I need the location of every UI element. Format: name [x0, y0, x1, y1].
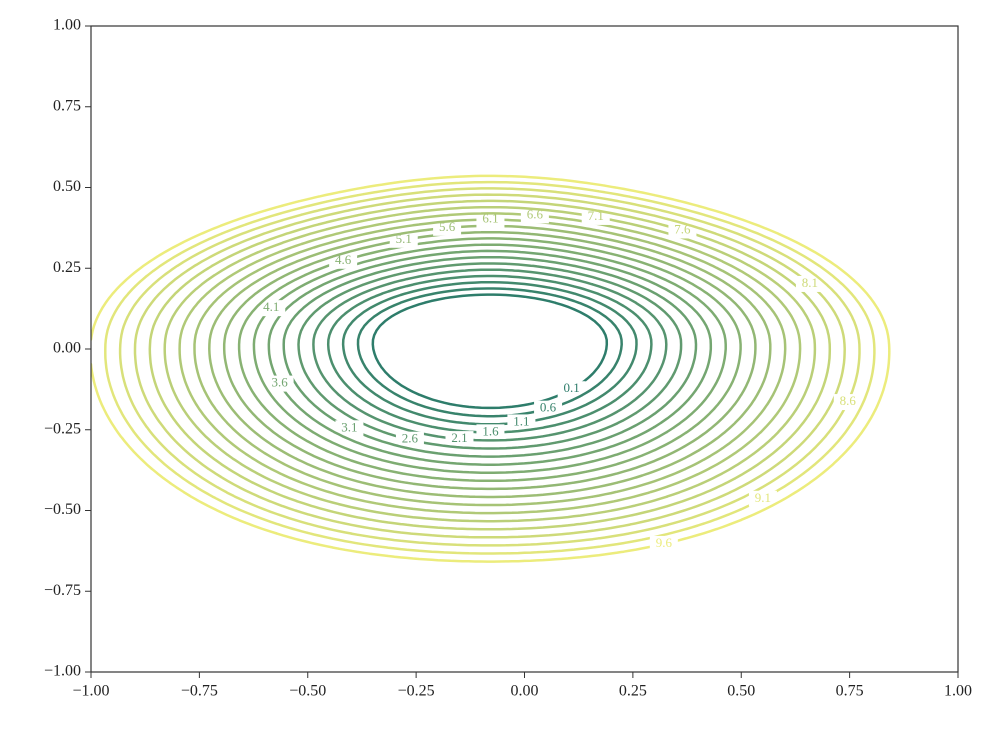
label-bg — [520, 207, 549, 224]
x-tick-label: −1.00 — [72, 683, 109, 700]
contour-label: 8.6 — [840, 393, 857, 408]
label-bg — [395, 431, 424, 448]
contour-label: 1.6 — [482, 423, 499, 438]
x-tick-label: 0.00 — [511, 683, 539, 700]
plot-frame — [90, 25, 959, 673]
contour-label: 9.6 — [656, 535, 673, 550]
contour-line — [371, 293, 609, 410]
contour-line — [341, 280, 638, 426]
label-bg — [476, 211, 505, 228]
contour-label: 1.1 — [513, 413, 529, 428]
label-bg — [445, 431, 474, 448]
x-tick-label: −0.50 — [289, 683, 326, 700]
label-bg — [748, 490, 777, 507]
label-bg — [389, 231, 418, 248]
label-bg — [335, 420, 364, 437]
contours: 0.10.61.11.62.12.63.13.64.14.65.15.66.1 6… — [91, 174, 891, 563]
contour-line — [208, 224, 772, 499]
contour-line — [104, 180, 876, 555]
contour-label: 4.1 — [263, 299, 279, 314]
label-bg — [265, 375, 294, 392]
contour-label: 2.1 — [451, 430, 467, 445]
y-tick-label: −1.00 — [44, 663, 81, 680]
contour-line — [178, 212, 802, 515]
y-tick-label: −0.50 — [44, 501, 81, 518]
contour-label: 3.6 — [271, 375, 288, 390]
contour-line — [312, 268, 668, 442]
contour-line — [252, 243, 727, 474]
contour-label: 0.6 — [540, 400, 557, 415]
x-tick-label: −0.75 — [181, 683, 218, 700]
x-tick-label: 0.75 — [836, 683, 864, 700]
contour-label: 2.6 — [402, 431, 419, 446]
contour-label: 0.1 — [564, 380, 580, 395]
x-tick-label: 0.50 — [727, 683, 755, 700]
label-bg — [257, 300, 286, 317]
contour-line — [297, 262, 683, 450]
y-tick-label: −0.75 — [44, 582, 81, 599]
contour-line — [163, 205, 817, 523]
label-bg — [557, 381, 586, 398]
label-bg — [476, 424, 505, 441]
label-bg — [649, 535, 678, 552]
contour-line — [91, 174, 891, 563]
label-bg — [534, 400, 563, 417]
contour-label: 3.1 — [341, 419, 357, 434]
contour-label: 8.1 — [802, 275, 818, 290]
contour-line — [222, 230, 757, 491]
y-tick-label: 0.50 — [53, 178, 81, 195]
label-bg — [433, 219, 462, 236]
x-tick-label: 0.25 — [619, 683, 647, 700]
label-bg — [795, 275, 824, 292]
y-tick-label: 0.75 — [53, 97, 81, 114]
label-bg — [507, 414, 536, 431]
x-tick-label: 1.00 — [944, 683, 972, 700]
label-bg — [833, 394, 862, 411]
contour-line — [118, 187, 861, 547]
y-tick-label: 0.25 — [53, 259, 81, 276]
contour-line — [193, 218, 787, 507]
y-tick-label: 0.00 — [53, 340, 81, 357]
y-tick-label: −0.25 — [44, 420, 81, 437]
x-tick-label: −0.25 — [398, 683, 435, 700]
contour-line — [133, 193, 846, 539]
contour-label: 9.1 — [755, 490, 771, 505]
y-tick-label: 1.00 — [53, 17, 81, 34]
label-bg — [581, 208, 610, 225]
contour-line — [148, 199, 832, 531]
